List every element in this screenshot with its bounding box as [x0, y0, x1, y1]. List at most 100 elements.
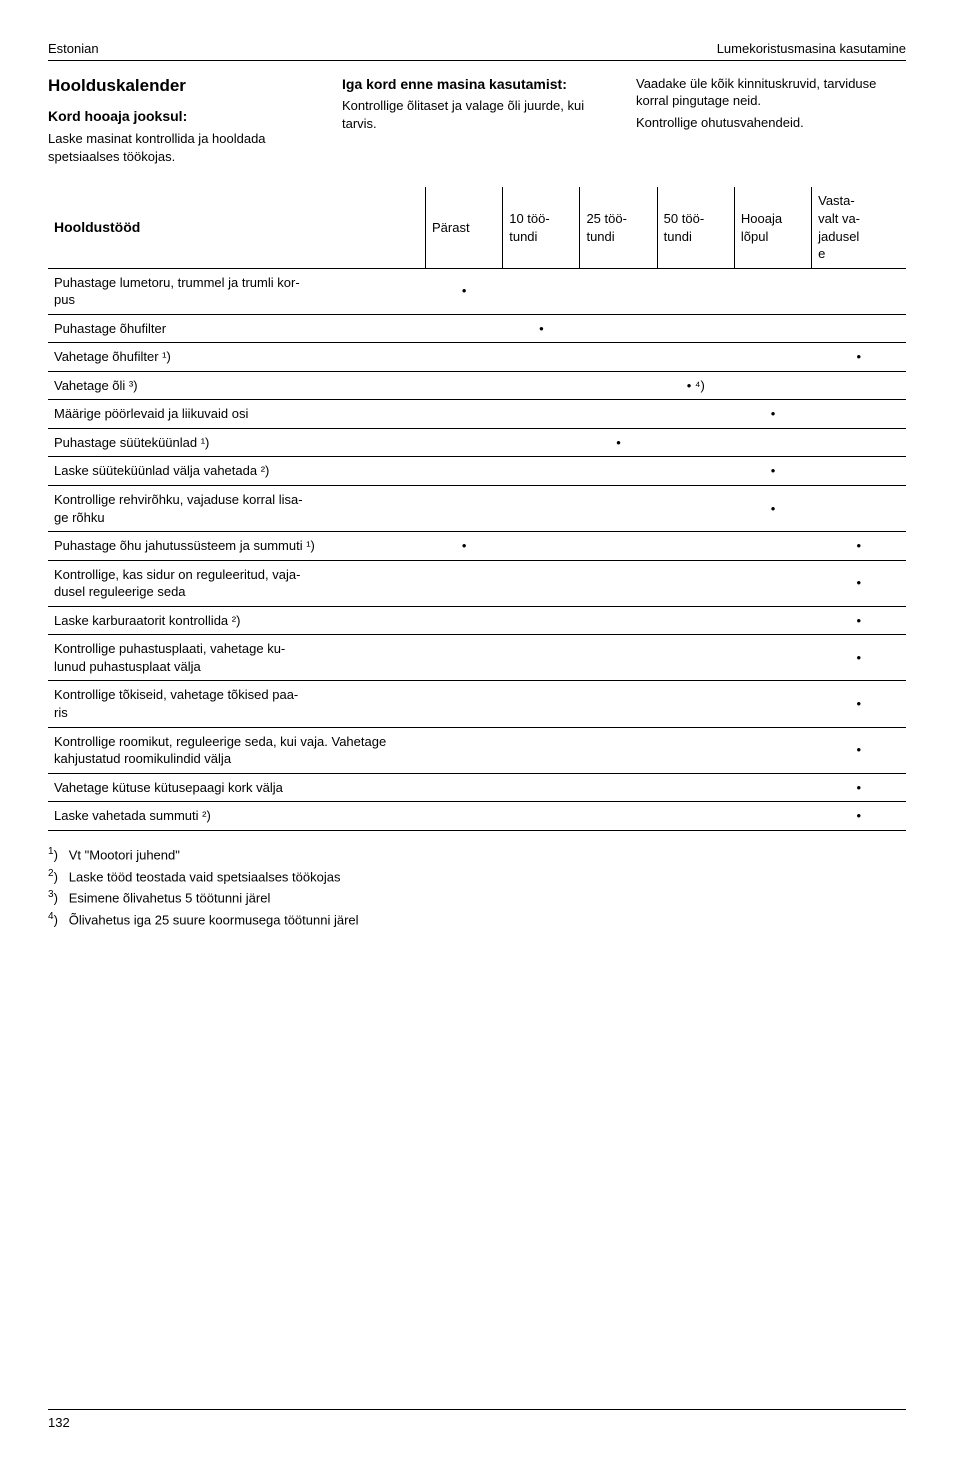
table-cell — [503, 773, 580, 802]
table-cell — [503, 560, 580, 606]
table-cell — [426, 727, 503, 773]
table-rowhead: Hooldustööd — [48, 187, 426, 268]
col3-line2: Kontrollige ohutusvahendeid. — [636, 114, 906, 132]
table-cell — [426, 606, 503, 635]
table-row: Kontrollige, kas sidur on reguleeritud, … — [48, 560, 906, 606]
table-row: Laske süüteküünlad välja vahetada ²)• — [48, 457, 906, 486]
table-cell — [657, 428, 734, 457]
table-cell: • — [812, 532, 906, 561]
table-cell — [734, 371, 811, 400]
table-cell — [580, 371, 657, 400]
table-cell: • — [734, 486, 811, 532]
table-col-3: 50 töö- tundi — [657, 187, 734, 268]
table-cell — [657, 314, 734, 343]
table-cell — [503, 802, 580, 831]
table-cell — [503, 371, 580, 400]
table-cell — [734, 681, 811, 727]
table-cell — [812, 314, 906, 343]
table-cell — [426, 802, 503, 831]
table-cell: • — [812, 773, 906, 802]
col-1: Hoolduskalender Kord hooaja jooksul: Las… — [48, 75, 318, 170]
table-cell — [426, 371, 503, 400]
table-row-label: Kontrollige rehvirõhku, vajaduse korral … — [48, 486, 426, 532]
table-row: Puhastage süüteküünlad ¹)• — [48, 428, 906, 457]
table-row-label: Vahetage kütuse kütusepaagi kork välja — [48, 773, 426, 802]
table-row-label: Vahetage õli ³) — [48, 371, 426, 400]
table-cell — [503, 343, 580, 372]
page-number: 132 — [48, 1409, 906, 1432]
table-cell — [503, 400, 580, 429]
table-cell: • — [580, 428, 657, 457]
table-cell — [657, 635, 734, 681]
table-row-label: Puhastage õhufilter — [48, 314, 426, 343]
table-row-label: Kontrollige, kas sidur on reguleeritud, … — [48, 560, 426, 606]
table-cell — [426, 486, 503, 532]
table-cell — [503, 428, 580, 457]
table-row: Vahetage kütuse kütusepaagi kork välja • — [48, 773, 906, 802]
table-row-label: Kontrollige roomikut, reguleerige seda, … — [48, 727, 426, 773]
table-row: Laske vahetada summuti ²)• — [48, 802, 906, 831]
col1-body: Laske masinat kontrollida ja hooldada sp… — [48, 130, 318, 165]
table-cell — [734, 635, 811, 681]
table-cell — [503, 486, 580, 532]
table-cell — [580, 400, 657, 429]
table-cell — [734, 606, 811, 635]
table-cell — [812, 486, 906, 532]
table-cell — [426, 560, 503, 606]
table-cell — [580, 635, 657, 681]
table-cell — [734, 727, 811, 773]
col-3: Vaadake üle kõik kinnituskruvid, tarvidu… — [636, 75, 906, 170]
table-cell: • — [812, 560, 906, 606]
intro-columns: Hoolduskalender Kord hooaja jooksul: Las… — [48, 75, 906, 170]
table-cell: • — [812, 681, 906, 727]
table-cell: • — [812, 343, 906, 372]
table-row: Puhastage lumetoru, trummel ja trumli ko… — [48, 268, 906, 314]
table-cell: • — [503, 314, 580, 343]
table-cell — [734, 773, 811, 802]
table-cell — [657, 560, 734, 606]
table-row: Kontrollige tõkiseid, vahetage tõkised p… — [48, 681, 906, 727]
table-col-2: 25 töö- tundi — [580, 187, 657, 268]
table-cell — [580, 314, 657, 343]
table-row: Kontrollige puhastusplaati, vahetage ku-… — [48, 635, 906, 681]
table-cell — [580, 606, 657, 635]
table-row-label: Kontrollige puhastusplaati, vahetage ku-… — [48, 635, 426, 681]
table-row-label: Vahetage õhufilter ¹) — [48, 343, 426, 372]
footnote-1: 1) Vt "Mootori juhend" — [48, 845, 906, 864]
table-cell: • — [734, 400, 811, 429]
table-col-4: Hooaja lõpul — [734, 187, 811, 268]
section-title: Hoolduskalender — [48, 75, 318, 98]
table-row: Puhastage õhufilter • — [48, 314, 906, 343]
table-cell — [657, 773, 734, 802]
table-row: Kontrollige rehvirõhku, vajaduse korral … — [48, 486, 906, 532]
table-row: Vahetage õhufilter ¹) • — [48, 343, 906, 372]
col2-subhead: Iga kord enne masina kasutamist: — [342, 75, 612, 94]
table-row-label: Laske vahetada summuti ²) — [48, 802, 426, 831]
maintenance-table: Hooldustööd Pärast 10 töö- tundi 25 töö-… — [48, 187, 906, 830]
table-cell — [734, 532, 811, 561]
table-cell — [734, 343, 811, 372]
header-left: Estonian — [48, 40, 99, 58]
table-cell: • — [812, 727, 906, 773]
table-cell — [812, 457, 906, 486]
table-cell — [580, 532, 657, 561]
col3-line1: Vaadake üle kõik kinnituskruvid, tarvidu… — [636, 75, 906, 110]
table-row-label: Puhastage õhu jahutussüsteem ja summuti … — [48, 532, 426, 561]
col2-body: Kontrollige õlitaset ja valage õli juurd… — [342, 97, 612, 132]
table-row: Puhastage õhu jahutussüsteem ja summuti … — [48, 532, 906, 561]
table-cell — [580, 681, 657, 727]
table-cell — [426, 681, 503, 727]
table-cell — [734, 268, 811, 314]
table-row-label: Puhastage lumetoru, trummel ja trumli ko… — [48, 268, 426, 314]
table-cell — [580, 560, 657, 606]
table-cell — [812, 400, 906, 429]
table-cell — [426, 773, 503, 802]
table-col-0: Pärast — [426, 187, 503, 268]
table-cell — [657, 457, 734, 486]
table-cell: • — [812, 606, 906, 635]
table-cell — [657, 268, 734, 314]
table-cell — [503, 727, 580, 773]
table-cell — [657, 606, 734, 635]
table-row-label: Kontrollige tõkiseid, vahetage tõkised p… — [48, 681, 426, 727]
table-cell — [503, 532, 580, 561]
